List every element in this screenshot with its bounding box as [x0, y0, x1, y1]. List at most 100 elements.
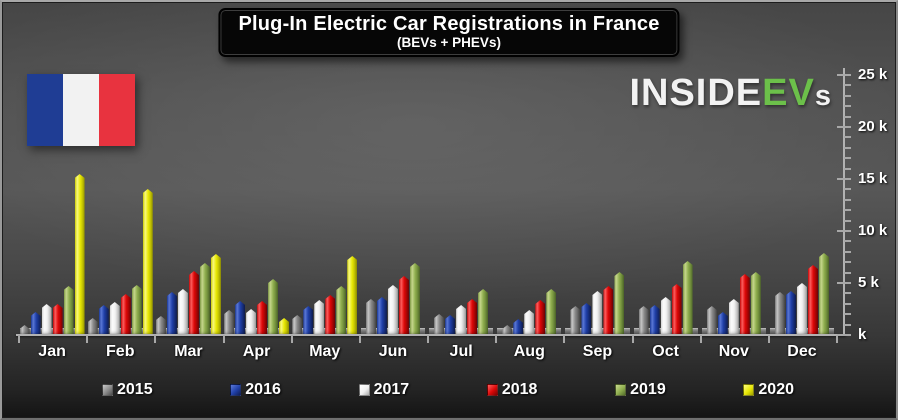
bar-2017-jul	[456, 305, 467, 335]
month-group-may	[291, 65, 359, 335]
bar-2019-feb	[131, 285, 142, 335]
y-axis-minor-tick	[844, 313, 851, 316]
x-axis-tick	[154, 335, 157, 343]
group-pedestal	[156, 328, 221, 335]
bar-2018-jul	[467, 299, 478, 335]
y-axis-minor-tick	[844, 198, 851, 201]
month-label-may: May	[309, 343, 341, 360]
month-group-apr	[223, 65, 291, 335]
legend-label-2020: 2020	[758, 381, 794, 398]
y-axis-minor-tick	[844, 261, 851, 264]
y-axis-label-15000: 15 k	[858, 170, 888, 188]
bar-2016-jan	[30, 312, 41, 335]
month-group-oct	[632, 65, 700, 335]
bar-2018-feb	[120, 294, 131, 335]
bar-2015-oct	[638, 306, 649, 335]
y-axis-major-tick	[837, 126, 851, 128]
bar-2020-jan	[74, 174, 85, 335]
y-axis-minor-tick	[844, 188, 851, 191]
month-label-oct: Oct	[652, 343, 679, 360]
y-axis-label-5000: 5 k	[858, 274, 879, 292]
month-label-jan: Jan	[38, 343, 66, 360]
bar-2015-may	[292, 315, 303, 335]
bar-2017-jun	[387, 285, 398, 335]
bar-2017-dec	[796, 283, 807, 335]
bar-2019-aug	[546, 289, 557, 335]
y-axis-minor-tick	[844, 302, 851, 305]
bar-2016-feb	[98, 305, 109, 335]
legend-marker-2019	[615, 384, 627, 396]
bar-2015-sep	[570, 306, 581, 335]
france-flag	[27, 74, 135, 146]
bar-2016-jun	[376, 297, 387, 335]
y-axis-line	[843, 68, 845, 336]
y-axis-minor-tick	[844, 271, 851, 274]
bar-2016-oct	[649, 305, 660, 335]
y-axis-major-tick	[837, 282, 851, 284]
bar-2020-mar	[210, 254, 221, 335]
logo-text-ev: EV	[762, 72, 815, 114]
month-label-mar: Mar	[174, 343, 203, 360]
bar-2017-oct	[660, 297, 671, 335]
month-label-sep: Sep	[582, 343, 613, 360]
bar-2016-sep	[581, 303, 592, 335]
y-axis-major-tick	[837, 178, 851, 180]
bar-2018-mar	[188, 271, 199, 335]
legend-item-2019: 2019	[615, 381, 666, 399]
bar-2018-may	[325, 295, 336, 335]
x-axis-tick	[836, 335, 838, 343]
bar-2019-may	[336, 286, 347, 335]
flag-stripe-red	[99, 74, 135, 146]
x-axis-tick	[699, 335, 702, 343]
bar-2017-feb	[109, 302, 120, 335]
bar-2017-may	[314, 300, 325, 335]
title-box: Plug-In Electric Car Registrations in Fr…	[218, 8, 680, 57]
bar-2020-may	[347, 256, 358, 335]
bar-2016-may	[303, 306, 314, 335]
month-group-jun	[359, 65, 427, 335]
legend-label-2015: 2015	[117, 381, 153, 398]
month-group-jan	[18, 65, 86, 335]
logo-text-inside: INSIDE	[629, 72, 763, 114]
legend-item-2015: 2015	[102, 381, 153, 399]
x-axis-tick	[86, 335, 89, 343]
y-axis-minor-tick	[844, 250, 851, 253]
month-group-sep	[563, 65, 631, 335]
bar-2018-aug	[535, 300, 546, 335]
bar-2017-mar	[177, 289, 188, 335]
bar-2015-aug	[502, 325, 513, 335]
legend-label-2019: 2019	[630, 381, 666, 398]
bar-2018-sep	[603, 286, 614, 335]
bar-2015-jun	[365, 299, 376, 335]
month-group-nov	[700, 65, 768, 335]
plot-area	[18, 65, 836, 335]
bar-2019-sep	[614, 272, 625, 335]
x-axis-tick	[427, 335, 429, 343]
y-axis-minor-tick	[844, 219, 851, 222]
x-axis-line	[16, 334, 846, 336]
bar-2019-dec	[818, 253, 829, 335]
month-label-jul: Jul	[449, 343, 473, 360]
bar-2017-jan	[41, 304, 52, 335]
flag-stripe-white	[63, 74, 99, 146]
logo-text-s: s	[814, 80, 832, 112]
bar-2018-apr	[257, 301, 268, 335]
bar-2018-nov	[739, 274, 750, 335]
legend-label-2016: 2016	[245, 381, 281, 398]
group-pedestal	[88, 328, 153, 335]
bar-2017-nov	[728, 299, 739, 335]
bar-2017-aug	[524, 310, 535, 335]
legend-item-2018: 2018	[486, 381, 537, 399]
bar-2015-nov	[706, 306, 717, 335]
y-axis-label-10000: 10 k	[858, 222, 888, 240]
x-axis-tick	[631, 335, 634, 343]
y-axis-major-tick	[837, 74, 851, 76]
x-axis-tick	[563, 335, 566, 343]
bar-2016-apr	[235, 301, 246, 335]
x-axis-tick	[358, 335, 361, 343]
bar-2015-mar	[155, 316, 166, 335]
chart-title: Plug-In Electric Car Registrations in Fr…	[238, 13, 660, 35]
bar-2017-apr	[246, 309, 257, 335]
bar-2015-feb	[87, 318, 98, 335]
